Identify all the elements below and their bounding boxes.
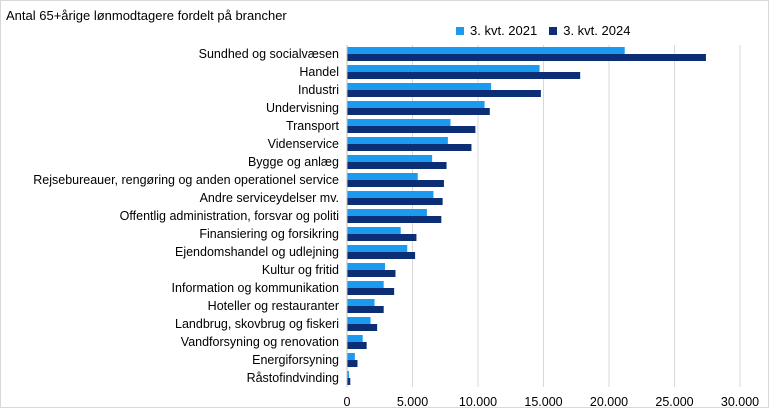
bar-series-1 — [347, 227, 401, 234]
bar-series-1 — [347, 83, 492, 90]
category-label: Ejendomshandel og udlejning — [175, 245, 339, 259]
bar-series-2 — [347, 288, 395, 295]
bar-series-1 — [347, 299, 375, 306]
bar-series-2 — [347, 378, 351, 385]
bar-series-1 — [347, 281, 384, 288]
legend-label-series-1: 3. kvt. 2021 — [470, 23, 538, 38]
bar-series-1 — [347, 353, 355, 360]
bar-series-1 — [347, 47, 625, 54]
bar-series-1 — [347, 335, 363, 342]
bar-series-2 — [347, 180, 444, 187]
bar-series-2 — [347, 54, 706, 61]
x-tick-label: 20.000 — [590, 395, 628, 409]
category-label: Landbrug, skovbrug og fiskeri — [175, 317, 339, 331]
legend-item-series-2: 3. kvt. 2024 — [549, 23, 630, 38]
category-label: Offentlig administration, forsvar og pol… — [120, 209, 339, 223]
bar-series-1 — [347, 263, 385, 270]
category-label: Bygge og anlæg — [248, 155, 339, 169]
bar-series-1 — [347, 371, 349, 378]
bar-series-1 — [347, 101, 485, 108]
legend-item-series-1: 3. kvt. 2021 — [456, 23, 537, 38]
bar-series-2 — [347, 360, 358, 367]
category-label: Finansiering og forsikring — [199, 227, 339, 241]
x-tick-label: 5.000 — [397, 395, 428, 409]
category-label: Information og kommunikation — [172, 281, 339, 295]
legend: 3. kvt. 2021 3. kvt. 2024 — [456, 23, 642, 38]
category-label: Energiforsyning — [252, 353, 339, 367]
bar-series-2 — [347, 162, 447, 169]
bar-series-2 — [347, 270, 396, 277]
x-tick-label: 30.000 — [721, 395, 759, 409]
bar-series-1 — [347, 245, 408, 252]
bar-series-2 — [347, 342, 367, 349]
category-label: Videnservice — [268, 137, 339, 151]
bar-series-1 — [347, 119, 451, 126]
category-label: Rejsebureauer, rengøring og anden operat… — [33, 173, 339, 187]
category-label: Transport — [286, 119, 340, 133]
bar-series-2 — [347, 108, 490, 115]
bar-series-2 — [347, 144, 472, 151]
bar-series-1 — [347, 173, 418, 180]
bar-series-2 — [347, 216, 442, 223]
legend-swatch-series-1 — [456, 26, 464, 35]
bar-series-2 — [347, 234, 417, 241]
category-label: Vandforsyning og renovation — [181, 335, 339, 349]
category-label: Hoteller og restauranter — [208, 299, 339, 313]
legend-label-series-2: 3. kvt. 2024 — [563, 23, 631, 38]
bar-series-2 — [347, 90, 541, 97]
bar-series-2 — [347, 72, 581, 79]
category-label: Kultur og fritid — [262, 263, 339, 277]
bar-series-1 — [347, 65, 540, 72]
bar-series-2 — [347, 126, 476, 133]
category-label: Råstofindvinding — [247, 371, 339, 385]
bar-series-1 — [347, 137, 448, 144]
category-label: Industri — [298, 83, 339, 97]
bar-series-1 — [347, 155, 433, 162]
x-tick-label: 0 — [344, 395, 351, 409]
chart-title: Antal 65+årige lønmodtagere fordelt på b… — [6, 8, 287, 23]
bar-series-2 — [347, 306, 384, 313]
bar-series-2 — [347, 324, 378, 331]
bar-series-2 — [347, 252, 416, 259]
legend-swatch-series-2 — [549, 26, 558, 35]
x-tick-label: 10.000 — [459, 395, 497, 409]
category-label: Handel — [299, 65, 339, 79]
bar-series-1 — [347, 191, 434, 198]
category-label: Andre serviceydelser mv. — [200, 191, 339, 205]
bar-series-1 — [347, 209, 427, 216]
bar-series-2 — [347, 198, 443, 205]
x-tick-label: 15.000 — [524, 395, 562, 409]
bar-series-1 — [347, 317, 371, 324]
category-label: Sundhed og socialvæsen — [199, 47, 339, 61]
category-label: Undervisning — [266, 101, 339, 115]
x-tick-label: 25.000 — [655, 395, 693, 409]
